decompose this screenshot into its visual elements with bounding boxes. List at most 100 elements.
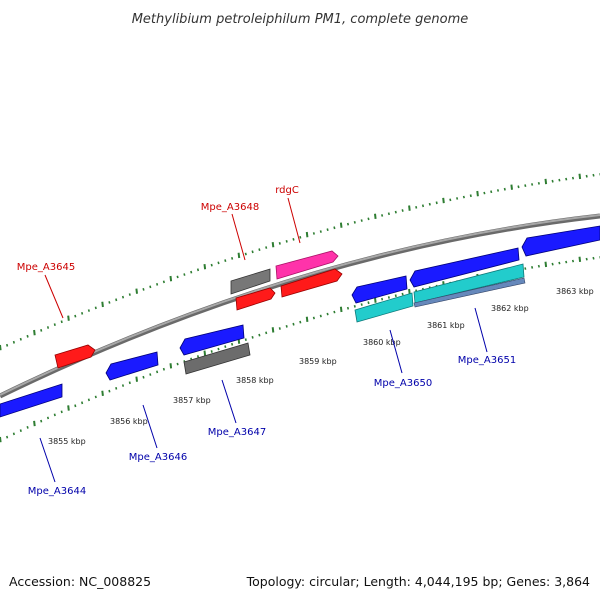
- ruler-tick: [421, 204, 425, 208]
- ruler-tick: [121, 384, 125, 387]
- ruler-tick: [203, 350, 207, 356]
- ruler-tick: [565, 177, 568, 181]
- ruler-tick: [87, 398, 90, 402]
- ruler-tick: [578, 256, 582, 263]
- ruler-tick: [176, 362, 179, 366]
- ruler-tick: [449, 198, 452, 202]
- ruler-tick: [551, 262, 554, 266]
- ruler-tick: [524, 267, 527, 270]
- ruler-tick: [128, 381, 131, 385]
- ruler-tick: [0, 344, 2, 351]
- ruler-tick: [26, 426, 29, 429]
- gene-mpe-a3647-pseudo[interactable]: [183, 342, 251, 375]
- ruler-tick: [94, 306, 97, 310]
- gene-label[interactable]: Mpe_A3646: [129, 452, 187, 463]
- ruler-tick: [149, 285, 152, 289]
- ruler-tick-label: 3861 kbp: [427, 321, 465, 330]
- ruler-tick: [19, 429, 22, 432]
- gene-mpe-a3649[interactable]: [235, 287, 276, 311]
- ruler-tick: [210, 350, 213, 353]
- gene-mpe-a3650[interactable]: [351, 275, 408, 304]
- ruler-tick: [6, 435, 9, 439]
- ruler-tick: [285, 239, 288, 243]
- ruler-tick: [251, 250, 254, 254]
- ruler-tick: [60, 410, 63, 414]
- gene-mpe-a3651-feature[interactable]: [413, 277, 526, 308]
- ruler-tick-label: 3857 kbp: [173, 396, 211, 405]
- ruler-tick: [326, 312, 329, 316]
- ruler-tick: [94, 395, 97, 399]
- outer-tick-track: [0, 173, 600, 351]
- leader-line: [389, 329, 403, 374]
- ruler-tick: [551, 179, 554, 183]
- ruler-tick: [346, 306, 350, 310]
- ruler-tick: [67, 315, 70, 321]
- gene-mpe-a3645[interactable]: [54, 344, 96, 369]
- ruler-tick: [217, 261, 220, 265]
- ruler-tick: [585, 174, 588, 178]
- ruler-tick: [196, 268, 200, 272]
- ruler-tick: [46, 326, 50, 329]
- gene-label[interactable]: Mpe_A3645: [17, 262, 75, 273]
- gene-label[interactable]: Mpe_A3650: [374, 378, 432, 389]
- ruler-tick: [571, 259, 575, 263]
- leader-line: [39, 437, 56, 483]
- gene-mpe-a3651-cds[interactable]: [413, 263, 525, 304]
- ruler-tick: [26, 334, 29, 338]
- gene-label[interactable]: Mpe_A3651: [458, 355, 516, 366]
- ruler-tick: [374, 213, 377, 220]
- ruler-tick: [360, 303, 363, 306]
- ruler-tick: [210, 263, 213, 267]
- ruler-tick: [353, 220, 356, 224]
- ruler-tick: [46, 416, 50, 420]
- ruler-tick: [169, 363, 173, 369]
- gene-mpe-a3646[interactable]: [105, 351, 159, 381]
- leader-line: [287, 197, 301, 244]
- gene-mpe-a3651[interactable]: [409, 247, 520, 288]
- gene-label[interactable]: rdgC: [275, 185, 299, 196]
- gene-mpe-a3647[interactable]: [179, 324, 245, 356]
- ruler-tick: [53, 413, 56, 417]
- ruler-tick: [299, 235, 302, 239]
- ruler-tick: [237, 252, 241, 259]
- ruler-tick: [592, 173, 595, 177]
- ruler-tick: [101, 301, 104, 308]
- gene-mpe-a3650-cds[interactable]: [354, 292, 414, 323]
- gene-mpe-a3652[interactable]: [521, 225, 600, 257]
- ruler-tick: [381, 214, 384, 217]
- ruler-tick: [524, 184, 527, 187]
- gene-mpe-a3648[interactable]: [230, 268, 271, 295]
- ruler-tick: [258, 333, 261, 337]
- gene-label[interactable]: Mpe_A3647: [208, 427, 266, 438]
- ruler-tick: [231, 257, 234, 260]
- gene-rdgC-adjacent[interactable]: [280, 268, 343, 298]
- ruler-tick: [537, 181, 540, 185]
- ruler-tick: [115, 298, 118, 302]
- ruler-tick: [224, 345, 227, 349]
- gene-labels: Mpe_A3645 Mpe_A3648 rdgC Mpe_A3644 Mpe_A…: [17, 185, 516, 497]
- ruler-tick: [346, 222, 350, 226]
- ruler-tick: [12, 432, 15, 436]
- gene-label[interactable]: Mpe_A3648: [201, 202, 259, 213]
- ruler-labels: 3855 kbp 3856 kbp 3857 kbp 3858 kbp 3859…: [48, 287, 594, 446]
- gene-label[interactable]: Mpe_A3644: [28, 486, 86, 497]
- ruler-tick: [394, 210, 397, 214]
- ruler-tick: [462, 195, 465, 199]
- ruler-tick: [592, 256, 595, 260]
- topology-summary: Topology: circular; Length: 4,044,195 bp…: [246, 574, 590, 589]
- ruler-tick: [292, 322, 295, 326]
- ruler-tick: [87, 309, 90, 312]
- ruler-tick: [544, 178, 548, 185]
- ruler-tick-label: 3856 kbp: [110, 417, 148, 426]
- gene-mpe-a3644[interactable]: [0, 383, 63, 418]
- ruler-tick: [558, 178, 561, 182]
- ruler-tick: [558, 261, 561, 265]
- gene-rdgC[interactable]: [275, 250, 339, 280]
- ruler-tick: [319, 314, 322, 318]
- ruler-tick: [162, 367, 165, 371]
- ruler-tick: [394, 294, 397, 298]
- ruler-tick-label: 3859 kbp: [299, 357, 337, 366]
- ruler-tick: [142, 288, 145, 291]
- ruler-tick: [271, 327, 275, 333]
